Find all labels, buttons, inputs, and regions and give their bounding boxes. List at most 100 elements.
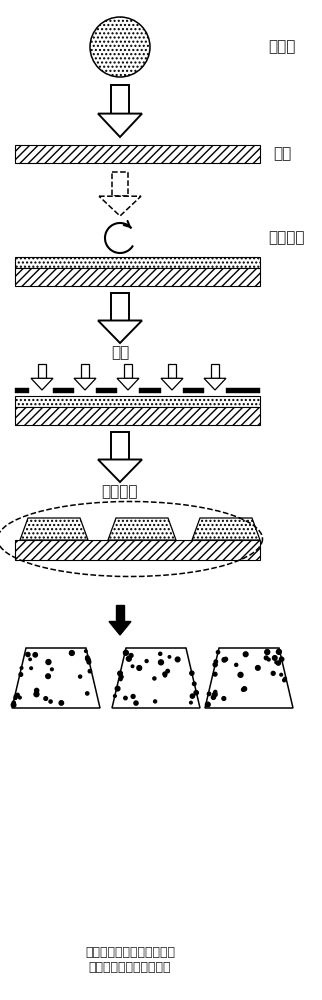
Circle shape	[46, 660, 51, 665]
Circle shape	[193, 682, 196, 686]
Polygon shape	[192, 518, 260, 540]
Circle shape	[33, 653, 37, 657]
Polygon shape	[109, 621, 131, 635]
Circle shape	[11, 703, 16, 707]
Circle shape	[271, 671, 275, 675]
Bar	[226, 388, 260, 393]
Bar	[53, 388, 74, 393]
Circle shape	[124, 696, 127, 700]
Circle shape	[30, 667, 33, 670]
Polygon shape	[108, 518, 176, 540]
Circle shape	[190, 694, 194, 698]
Polygon shape	[111, 432, 129, 460]
Circle shape	[164, 674, 166, 677]
Polygon shape	[98, 320, 142, 343]
Circle shape	[276, 649, 281, 654]
Polygon shape	[167, 364, 176, 378]
Text: 光刻胶: 光刻胶	[268, 39, 295, 54]
Circle shape	[276, 661, 280, 665]
Bar	[15, 145, 260, 163]
Polygon shape	[98, 460, 142, 482]
Bar	[15, 396, 260, 407]
Polygon shape	[98, 114, 142, 137]
Circle shape	[79, 675, 82, 678]
Circle shape	[222, 697, 226, 700]
Circle shape	[205, 702, 210, 707]
Circle shape	[129, 654, 133, 657]
Circle shape	[127, 656, 131, 661]
Polygon shape	[112, 648, 200, 708]
Text: 曝光: 曝光	[111, 346, 129, 360]
Polygon shape	[124, 364, 132, 378]
Circle shape	[131, 665, 134, 668]
Text: 在向心力作用下纳米颗粒由
中心向边缘密度逐渐加大: 在向心力作用下纳米颗粒由 中心向边缘密度逐渐加大	[85, 946, 175, 974]
Circle shape	[216, 651, 220, 654]
Circle shape	[12, 701, 15, 704]
Bar	[15, 407, 260, 425]
Circle shape	[283, 679, 286, 682]
Circle shape	[256, 666, 260, 670]
Circle shape	[44, 697, 48, 700]
Bar	[96, 388, 117, 393]
Circle shape	[175, 657, 180, 662]
Circle shape	[86, 656, 89, 659]
Text: 基板: 基板	[273, 146, 291, 161]
Polygon shape	[111, 85, 129, 114]
Circle shape	[34, 692, 39, 697]
Circle shape	[158, 660, 164, 665]
Circle shape	[279, 657, 284, 661]
Text: 旋涂成膜: 旋涂成膜	[268, 231, 305, 245]
Polygon shape	[99, 196, 141, 216]
Circle shape	[134, 701, 138, 705]
Polygon shape	[74, 378, 96, 390]
Bar	[15, 268, 260, 286]
Circle shape	[190, 701, 192, 704]
Circle shape	[51, 668, 53, 671]
Polygon shape	[116, 605, 124, 621]
Circle shape	[87, 658, 90, 661]
Circle shape	[264, 656, 268, 660]
Circle shape	[114, 695, 116, 697]
Circle shape	[120, 675, 123, 679]
Circle shape	[243, 652, 248, 657]
Circle shape	[280, 673, 282, 676]
Circle shape	[86, 657, 90, 661]
Circle shape	[14, 697, 17, 699]
Polygon shape	[31, 378, 53, 390]
Polygon shape	[38, 364, 46, 378]
Polygon shape	[204, 378, 226, 390]
Circle shape	[242, 688, 245, 691]
Bar	[15, 540, 260, 560]
Circle shape	[265, 650, 270, 655]
Bar	[183, 388, 204, 393]
Circle shape	[19, 673, 23, 676]
Circle shape	[46, 674, 50, 679]
Circle shape	[153, 677, 156, 680]
Polygon shape	[80, 364, 90, 378]
Circle shape	[90, 17, 150, 77]
Polygon shape	[205, 648, 293, 708]
Circle shape	[88, 670, 91, 673]
Circle shape	[163, 672, 167, 676]
Circle shape	[213, 672, 217, 676]
Circle shape	[267, 658, 270, 661]
Circle shape	[26, 652, 30, 657]
Circle shape	[118, 671, 122, 676]
Circle shape	[159, 652, 162, 655]
Circle shape	[224, 657, 228, 661]
Polygon shape	[111, 293, 129, 320]
Circle shape	[137, 666, 140, 669]
Circle shape	[222, 658, 226, 662]
Circle shape	[235, 663, 238, 666]
Circle shape	[87, 660, 91, 664]
Circle shape	[14, 695, 17, 698]
Circle shape	[115, 686, 120, 691]
Circle shape	[214, 690, 217, 693]
Circle shape	[87, 659, 90, 663]
Circle shape	[131, 694, 135, 698]
Circle shape	[20, 667, 23, 669]
Circle shape	[49, 700, 52, 703]
Circle shape	[168, 656, 171, 658]
Bar	[139, 388, 161, 393]
Circle shape	[145, 660, 148, 663]
